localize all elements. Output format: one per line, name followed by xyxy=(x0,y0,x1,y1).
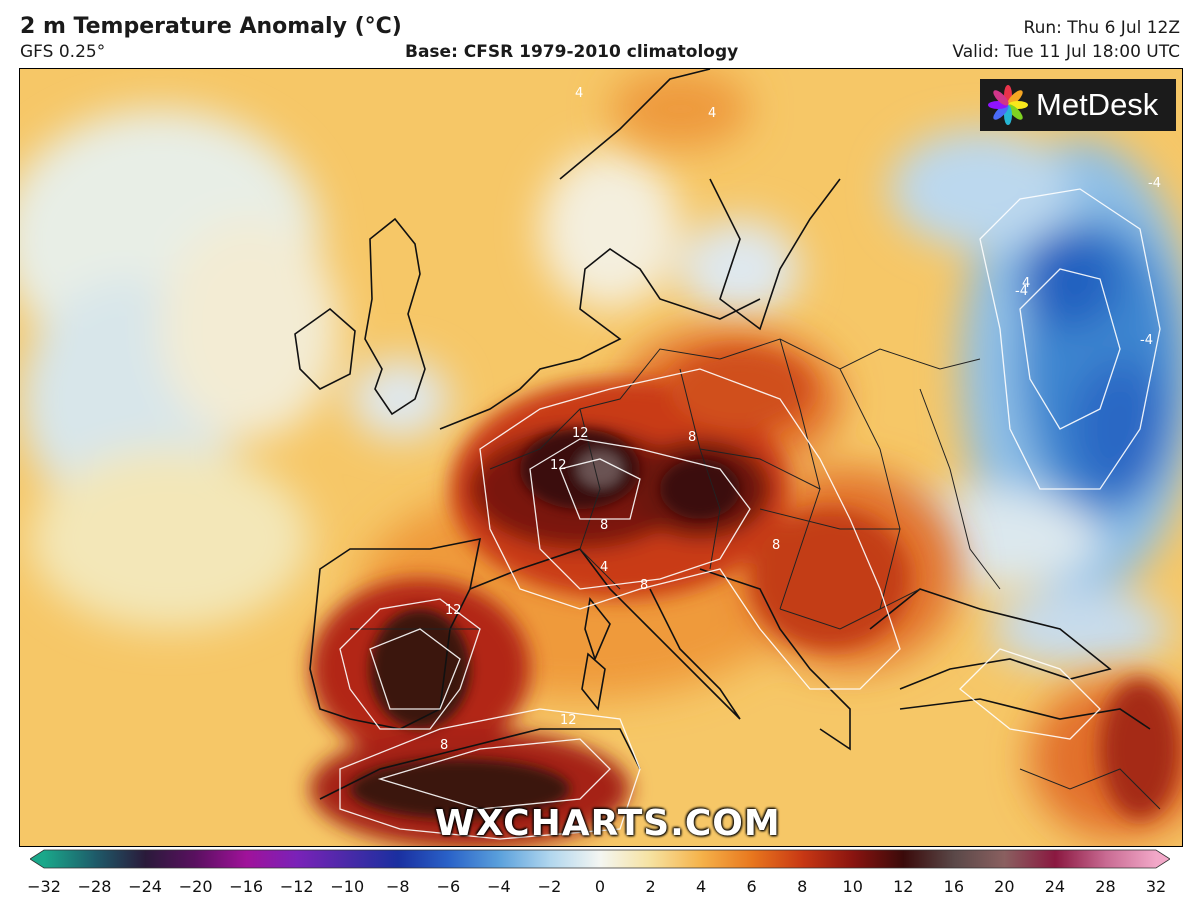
contour-label: 4 xyxy=(708,106,716,121)
contour-label: 12 xyxy=(445,603,462,618)
balkans-coast xyxy=(699,568,851,751)
colorbar-tick-label: 32 xyxy=(1145,877,1167,896)
colorbar-segment xyxy=(549,850,601,868)
colorbar-tick-label: 12 xyxy=(893,877,914,896)
contour-label: 8 xyxy=(688,430,696,445)
iberia-coast xyxy=(309,537,482,730)
north-africa-coast xyxy=(319,728,641,800)
contour-label: 4 xyxy=(600,560,608,575)
wxcharts-watermark: WXCHARTS.COM xyxy=(435,803,781,844)
contour-label: 8 xyxy=(772,538,780,553)
anomaly-map: 12 12 12 12 8 8 8 8 8 4 4 4 4 -4 -4 -4 xyxy=(19,68,1183,847)
run-time-label: Run: Thu 6 Jul 12Z xyxy=(1023,18,1180,38)
scandinavia-coast-west xyxy=(559,69,711,180)
contour-label: 4 xyxy=(575,86,583,101)
colorbar-tick-label: −16 xyxy=(229,877,264,896)
colorbar xyxy=(30,849,1170,869)
contour-labels: 12 12 12 12 8 8 8 8 8 4 4 4 4 -4 -4 -4 xyxy=(440,86,1161,753)
colorbar-segment xyxy=(195,850,247,868)
colorbar-segment xyxy=(296,850,348,868)
metdesk-flower-icon xyxy=(988,85,1028,125)
sardinia-coast xyxy=(581,652,606,711)
colorbar-tick-label: 28 xyxy=(1095,877,1116,896)
colorbar-segment xyxy=(1004,850,1056,868)
colorbar-segment xyxy=(650,850,702,868)
colorbar-outline xyxy=(30,849,1170,869)
colorbar-segment xyxy=(498,850,550,868)
colorbar-segment xyxy=(802,850,854,868)
colorbar-tick-label: −4 xyxy=(487,877,511,896)
contour-label: -4 xyxy=(1015,284,1028,299)
model-label: GFS 0.25° xyxy=(20,42,106,62)
ireland-coast xyxy=(294,307,356,390)
colorbar-segment xyxy=(600,850,652,868)
colorbar-segment xyxy=(953,850,1005,868)
colorbar-segment xyxy=(1054,850,1106,868)
colorbar-tick-label: 8 xyxy=(797,877,808,896)
colorbar-tick-label: 10 xyxy=(842,877,863,896)
colorbar-segment xyxy=(448,850,500,868)
colorbar-tick-labels: −32 −28 −24 −20 −16 −12 −10 −8 −6 −4 −2 0 2 4 6 8 10 12 16… xyxy=(0,877,1200,901)
colorbar-tick-label: −10 xyxy=(330,877,365,896)
contour-label: -4 xyxy=(1140,333,1153,348)
colorbar-tick-label: 24 xyxy=(1044,877,1066,896)
contour-label: -4 xyxy=(1148,176,1161,191)
colorbar-tick-label: 16 xyxy=(943,877,964,896)
colorbar-segment xyxy=(751,850,803,868)
north-coast xyxy=(439,248,761,430)
contour-label: 12 xyxy=(560,713,577,728)
black-sea-coast xyxy=(869,588,1112,690)
colorbar-tick-label: −2 xyxy=(537,877,562,896)
colorbar-segment xyxy=(94,850,146,868)
valid-time-label: Valid: Tue 11 Jul 18:00 UTC xyxy=(952,42,1180,62)
metdesk-logo: MetDesk xyxy=(980,79,1176,131)
colorbar-tick-label: 0 xyxy=(594,877,606,896)
baltic-coast xyxy=(709,178,841,331)
colorbar-tick-label: 2 xyxy=(645,877,656,896)
contour-label: 12 xyxy=(550,458,567,473)
colorbar-tick-label: −20 xyxy=(178,877,213,896)
corsica-coast xyxy=(584,597,611,662)
country-borders xyxy=(350,338,1161,810)
neutral-anomaly-areas xyxy=(20,109,800,629)
colorbar-right-tip xyxy=(1156,850,1170,868)
colorbar-segment xyxy=(852,850,904,868)
coastlines xyxy=(294,69,1151,800)
colorbar-segment xyxy=(397,850,449,868)
logo-text: MetDesk xyxy=(1036,87,1159,122)
colorbar-tick-label: −8 xyxy=(386,877,410,896)
contour-label: 8 xyxy=(640,578,648,593)
map-canvas: 12 12 12 12 8 8 8 8 8 4 4 4 4 -4 -4 -4 xyxy=(20,69,1182,846)
colorbar-segment xyxy=(347,850,399,868)
colorbar-segment xyxy=(903,850,955,868)
colorbar-tick-label: −12 xyxy=(279,877,314,896)
great-britain-coast xyxy=(364,217,426,416)
extreme-anomaly-core xyxy=(350,429,740,819)
colorbar-segment xyxy=(701,850,753,868)
chart-title: 2 m Temperature Anomaly (°C) xyxy=(20,14,402,39)
colorbar-tick-label: 6 xyxy=(746,877,757,896)
colorbar-tick-label: 4 xyxy=(695,877,707,896)
contour-label: 8 xyxy=(600,518,608,533)
colorbar-tick-label: −32 xyxy=(27,877,61,896)
colorbar-tick-label: −6 xyxy=(436,877,461,896)
colorbar-segment xyxy=(1105,850,1157,868)
colorbar-tick-label: −28 xyxy=(77,877,112,896)
climatology-base-label: Base: CFSR 1979-2010 climatology xyxy=(405,42,739,62)
colorbar-left-tip xyxy=(30,850,44,868)
colorbar-segment xyxy=(145,850,197,868)
colorbar-segment xyxy=(44,850,96,868)
contour-label: 12 xyxy=(572,426,589,441)
colorbar-segment xyxy=(246,850,298,868)
anatolia-coast xyxy=(899,698,1151,730)
cold-anomaly-east xyxy=(860,129,1182,669)
colorbar-tick-label: −24 xyxy=(128,877,162,896)
contour-label: 4 xyxy=(1022,276,1030,291)
contour-label: 8 xyxy=(440,738,448,753)
colorbar-tick-label: 20 xyxy=(994,877,1015,896)
anomaly-contours xyxy=(339,188,1161,840)
